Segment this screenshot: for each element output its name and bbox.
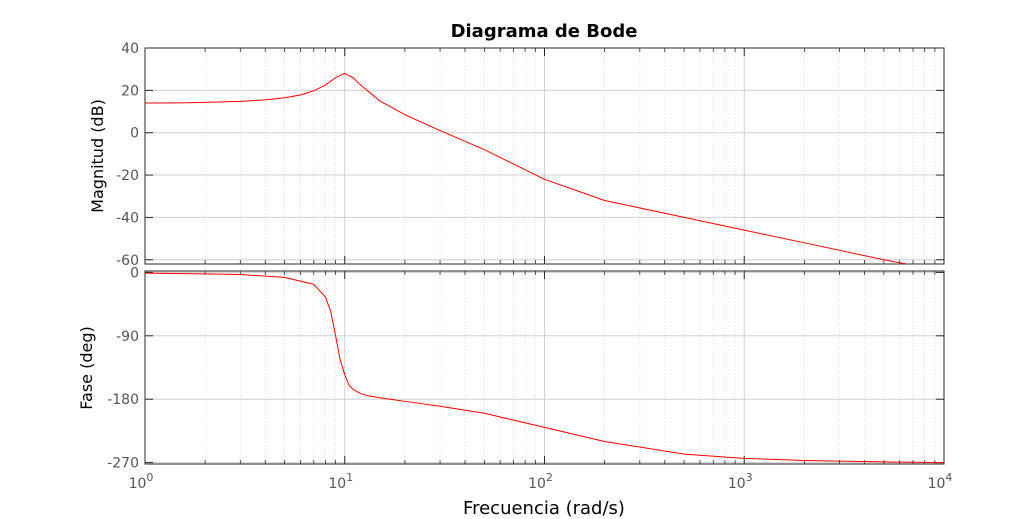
x-tick-labels: 100 101 102 103 104 [129,471,953,492]
magnitude-y-tick-label: 40 [121,41,139,57]
magnitude-tick-marks [144,47,945,264]
magnitude-y-tick-label: -20 [116,168,139,184]
magnitude-y-tick-label: 0 [130,126,139,142]
x-tick-label: 103 [728,471,753,492]
magnitude-y-tick-label: -40 [116,210,139,226]
magnitude-y-tick-label: -60 [116,253,139,269]
phase-y-tick-labels: 0 -90 -180 -270 [107,265,139,471]
phase-series-line [144,272,945,464]
x-tick-label: 101 [328,471,353,492]
phase-y-tick-label: -90 [116,329,139,345]
phase-y-tick-label: -270 [107,456,139,472]
chart-title: Diagrama de Bode [451,21,638,42]
phase-grid [144,271,945,464]
x-tick-label: 104 [928,471,953,492]
phase-y-tick-label: 0 [130,265,139,281]
magnitude-series-line [144,72,907,265]
x-tick-label: 100 [129,471,154,492]
phase-y-tick-label: -180 [107,392,139,408]
magnitude-subplot: 40 20 0 -20 -40 -60 Magnitud (dB) [88,41,945,269]
x-tick-label: 102 [528,471,553,492]
phase-y-axis-label: Fase (deg) [77,326,96,409]
magnitude-y-axis-label: Magnitud (dB) [88,99,107,213]
magnitude-y-tick-labels: 40 20 0 -20 -40 -60 [116,41,139,269]
phase-tick-marks [144,271,945,464]
magnitude-y-tick-label: 20 [121,83,139,99]
magnitude-grid [144,47,945,264]
x-axis-label: Frecuencia (rad/s) [463,498,625,519]
phase-subplot: 0 -90 -180 -270 Fase (deg) [77,265,945,472]
